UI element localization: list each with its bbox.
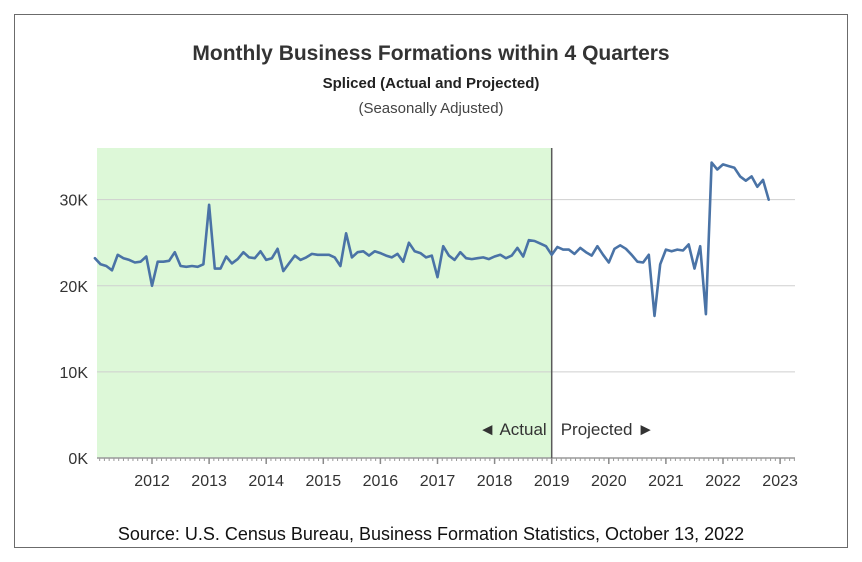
x-tick-label: 2018	[477, 473, 513, 490]
actual-region-label: ◄ Actual	[479, 420, 547, 439]
x-tick-label: 2014	[248, 473, 284, 490]
chart-title: Monthly Business Formations within 4 Qua…	[192, 42, 670, 65]
x-tick-label: 2021	[648, 473, 684, 490]
x-tick-label: 2017	[420, 473, 456, 490]
chart-note: (Seasonally Adjusted)	[358, 100, 504, 117]
chart-subtitle: Spliced (Actual and Projected)	[322, 75, 540, 92]
source-note: Source: U.S. Census Bureau, Business For…	[117, 524, 745, 544]
actual-region-shade	[97, 148, 552, 458]
x-tick-label: 2022	[705, 473, 741, 490]
projected-region-label: Projected ►	[561, 420, 654, 439]
x-tick-label: 2023	[762, 473, 798, 490]
y-tick-label: 20K	[60, 279, 89, 296]
x-tick-label: 2019	[534, 473, 570, 490]
x-tick-label: 2013	[191, 473, 227, 490]
y-tick-label: 0K	[68, 451, 88, 468]
series-line	[93, 161, 771, 318]
y-tick-label: 30K	[60, 193, 89, 210]
x-tick-label: 2020	[591, 473, 627, 490]
x-tick-label: 2016	[363, 473, 399, 490]
y-tick-label: 10K	[60, 365, 89, 382]
x-tick-label: 2015	[306, 473, 342, 490]
x-tick-label: 2012	[134, 473, 170, 490]
